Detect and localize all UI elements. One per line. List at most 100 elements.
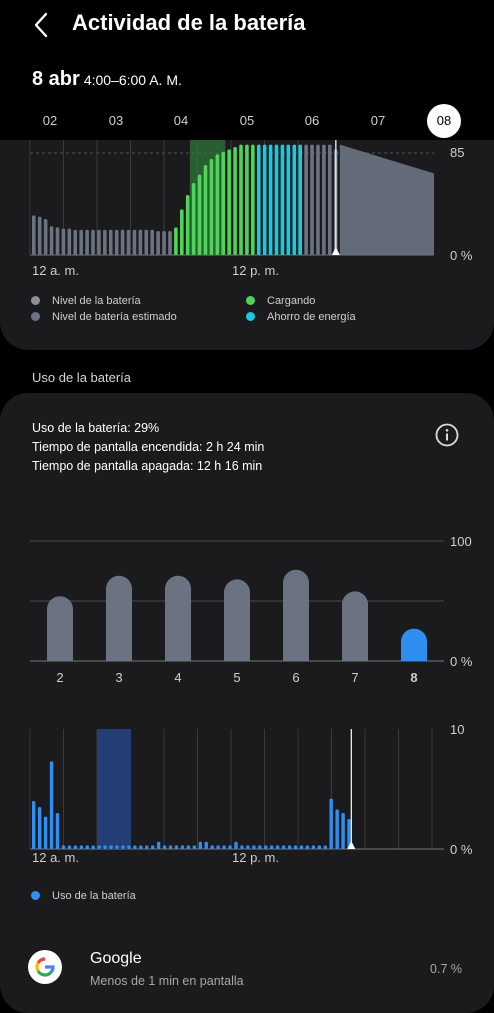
hourly-usage-bar <box>91 845 95 849</box>
battery-level-bar <box>221 151 226 255</box>
hourly-usage-bar <box>281 845 286 849</box>
app-icon <box>28 950 62 984</box>
battery-level-bar <box>150 229 154 255</box>
hourly-usage-bar <box>73 845 78 849</box>
battery-level-bar <box>227 149 231 255</box>
daily-y-tick-top: 100 <box>450 534 472 549</box>
battery-level-bar <box>280 144 285 255</box>
battery-level-bar <box>156 231 160 255</box>
app-percent: 0.7 % <box>430 962 462 976</box>
legend-label: Nivel de batería estimado <box>52 311 177 323</box>
battery-level-bar <box>245 144 249 255</box>
day-tab-06[interactable]: 06 <box>304 113 320 128</box>
battery-level-bar <box>97 229 101 255</box>
battery-level-bar <box>209 159 214 255</box>
hourly-x-tick-midnight: 12 a. m. <box>32 850 79 865</box>
daily-x-tick: 5 <box>233 670 240 685</box>
daily-usage-bar[interactable] <box>342 591 368 661</box>
current-time-pointer <box>331 247 340 255</box>
hourly-usage-bar <box>240 845 244 849</box>
battery-level-bar <box>180 209 184 255</box>
info-button[interactable] <box>435 423 459 447</box>
legend-charging: Cargando <box>246 295 315 307</box>
daily-usage-bar[interactable] <box>106 575 132 661</box>
legend-power-saving: Ahorro de energía <box>246 311 356 323</box>
daily-usage-bar[interactable] <box>224 579 250 661</box>
battery-level-bar <box>55 227 60 255</box>
hourly-usage-bar <box>97 845 101 849</box>
hourly-usage-bar <box>210 845 214 849</box>
battery-level-bar <box>322 144 326 255</box>
estimated-level-area <box>339 144 434 255</box>
daily-usage-bar[interactable] <box>401 628 427 661</box>
hourly-usage-bar <box>67 845 72 849</box>
battery-level-bar <box>191 183 196 255</box>
day-tab-04[interactable]: 04 <box>173 113 189 128</box>
battery-level-bar <box>61 228 66 255</box>
battery-level-chart[interactable]: 85 0 % 12 a. m. 12 p. m. <box>0 140 494 290</box>
selected-period-band <box>97 729 131 849</box>
day-tab-08[interactable]: 08 <box>427 104 461 138</box>
hourly-usage-bar <box>133 845 137 849</box>
legend-battery-level: Nivel de la batería <box>31 295 141 307</box>
legend-estimated-level: Nivel de batería estimado <box>31 311 177 323</box>
daily-y-tick-bottom: 0 % <box>450 654 473 669</box>
battery-level-bar <box>328 144 332 255</box>
battery-level-bar <box>174 227 178 255</box>
battery-level-bar <box>316 144 320 255</box>
x-tick-noon: 12 p. m. <box>232 263 279 278</box>
daily-x-tick: 2 <box>56 670 63 685</box>
battery-level-bar <box>298 144 302 255</box>
back-button[interactable] <box>26 8 56 42</box>
selected-date: 8 abr 4:00–6:00 A. M. <box>32 68 182 91</box>
legend-dot <box>246 296 255 305</box>
battery-level-bar <box>185 195 190 255</box>
battery-level-bar <box>91 229 95 255</box>
section-label-usage: Uso de la batería <box>32 370 132 385</box>
battery-level-bar <box>37 216 42 255</box>
hourly-usage-bar <box>311 845 316 849</box>
hourly-usage-bar <box>168 845 173 849</box>
legend-dot <box>246 312 255 321</box>
page-title: Actividad de la batería <box>72 10 306 35</box>
daily-usage-chart[interactable]: 2 3 4 5 6 7 8 100 0 % <box>0 523 494 823</box>
app-usage-row[interactable] <box>0 940 494 999</box>
date-day: 8 abr <box>32 68 80 90</box>
hourly-usage-bar <box>85 845 89 849</box>
hourly-usage-bar <box>252 845 256 849</box>
hourly-usage-bar <box>246 845 250 849</box>
battery-level-bar <box>256 144 261 255</box>
y-tick-top: 85 <box>450 145 464 160</box>
battery-level-bar <box>203 165 208 255</box>
battery-level-bar <box>103 229 107 255</box>
battery-level-bar <box>162 231 166 255</box>
battery-level-bar <box>79 229 83 255</box>
daily-x-tick: 7 <box>351 670 358 685</box>
battery-usage-card: Uso de la batería: 29% Tiempo de pantall… <box>0 393 494 1013</box>
legend-dot <box>31 296 40 305</box>
day-tab-07[interactable]: 07 <box>370 113 386 128</box>
date-range: 4:00–6:00 A. M. <box>83 72 182 88</box>
hourly-usage-bar <box>264 845 268 849</box>
hourly-usage-bar <box>234 841 238 849</box>
daily-usage-bar[interactable] <box>47 596 73 661</box>
hourly-usage-bar <box>341 813 345 849</box>
battery-level-card: 85 0 % 12 a. m. 12 p. m. Nivel de la bat… <box>0 140 494 350</box>
hourly-usage-bar <box>37 807 42 849</box>
hourly-usage-bar <box>347 819 351 849</box>
battery-level-bar <box>310 144 314 255</box>
hourly-usage-bar <box>335 809 339 849</box>
hourly-usage-chart[interactable]: 10 0 % <box>0 718 494 858</box>
hourly-usage-bar <box>162 845 167 849</box>
day-tab-02[interactable]: 02 <box>42 113 58 128</box>
day-selector: 02 03 04 05 06 07 08 <box>0 104 494 140</box>
battery-level-bar <box>251 144 255 255</box>
daily-usage-bar[interactable] <box>283 569 309 661</box>
daily-usage-bar[interactable] <box>165 575 191 661</box>
day-tab-05[interactable]: 05 <box>239 113 255 128</box>
day-tab-03[interactable]: 03 <box>108 113 124 128</box>
hourly-usage-bar <box>275 845 280 849</box>
legend-label: Uso de la batería <box>52 890 136 902</box>
battery-level-bar <box>168 231 172 255</box>
x-tick-midnight: 12 a. m. <box>32 263 79 278</box>
